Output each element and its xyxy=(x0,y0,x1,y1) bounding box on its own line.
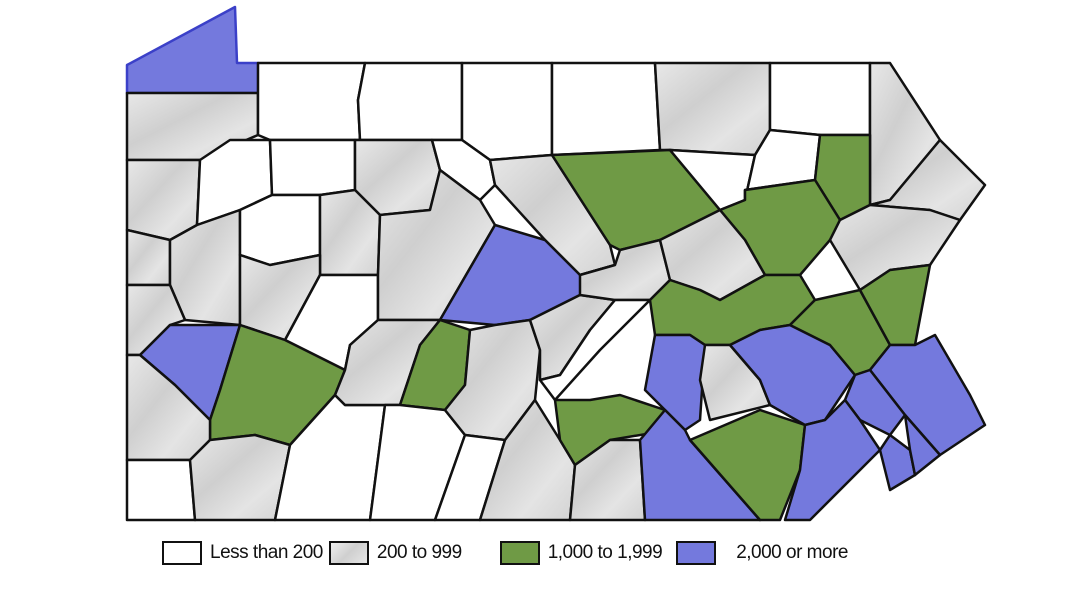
county-region xyxy=(356,61,464,142)
county-region xyxy=(238,193,322,267)
county-region xyxy=(903,413,942,477)
county-region xyxy=(256,61,367,142)
legend-item-2000-or-more: 2,000 or more xyxy=(676,541,854,565)
county-region xyxy=(643,333,707,432)
county-map xyxy=(125,5,987,522)
legend-swatch xyxy=(162,541,202,565)
legend-label: 2,000 or more xyxy=(736,542,848,563)
legend-item-less-than-200: Less than 200 xyxy=(162,541,329,565)
county-region xyxy=(125,458,197,522)
legend-item-1000-to-1999: 1,000 to 1,999 xyxy=(499,541,677,565)
legend-swatch xyxy=(676,541,717,565)
county-region xyxy=(125,228,172,287)
legend: Less than 200 200 to 999 1,000 to 1,999 … xyxy=(162,541,854,565)
county-region xyxy=(550,61,662,157)
county-region xyxy=(460,61,554,162)
legend-item-200-to-999: 200 to 999 xyxy=(328,541,500,565)
legend-swatch xyxy=(499,541,540,565)
legend-label: Less than 200 xyxy=(210,542,323,563)
legend-swatch xyxy=(328,541,369,565)
county-region xyxy=(728,323,857,427)
county-region xyxy=(653,61,772,157)
county-region xyxy=(538,298,652,402)
county-region xyxy=(768,61,872,137)
county-region xyxy=(268,138,357,197)
legend-label: 200 to 999 xyxy=(376,542,462,563)
county-region xyxy=(443,318,542,442)
county-region xyxy=(125,5,260,95)
legend-label: 1,000 to 1,999 xyxy=(547,542,663,563)
county-region xyxy=(858,263,932,347)
county-region xyxy=(188,433,292,522)
